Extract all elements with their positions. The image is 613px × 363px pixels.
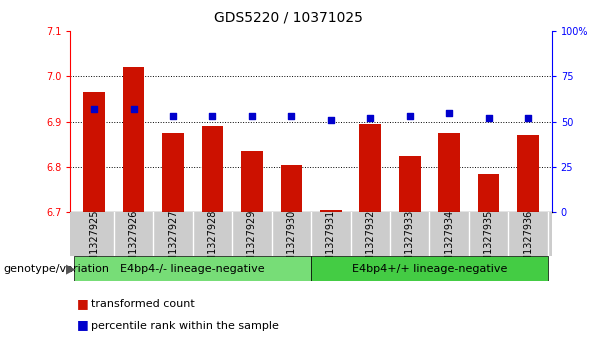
Text: transformed count: transformed count	[91, 299, 194, 309]
Text: ■: ■	[77, 318, 88, 331]
Bar	[517, 135, 539, 212]
FancyBboxPatch shape	[74, 256, 311, 281]
Text: ■: ■	[77, 297, 88, 310]
Point	[168, 113, 178, 119]
Text: E4bp4-/- lineage-negative: E4bp4-/- lineage-negative	[121, 264, 265, 274]
Bar	[83, 92, 105, 212]
Text: GDS5220 / 10371025: GDS5220 / 10371025	[214, 11, 362, 25]
Point	[444, 110, 454, 115]
Bar	[478, 174, 500, 212]
Bar	[320, 210, 341, 212]
Bar	[399, 156, 421, 212]
Text: percentile rank within the sample: percentile rank within the sample	[91, 321, 278, 331]
Point	[247, 113, 257, 119]
Text: ▶: ▶	[66, 263, 76, 276]
Text: genotype/variation: genotype/variation	[3, 264, 109, 274]
Bar	[281, 165, 302, 212]
Point	[129, 106, 139, 112]
Bar	[359, 124, 381, 212]
Point	[484, 115, 493, 121]
Point	[365, 115, 375, 121]
Bar	[438, 133, 460, 212]
Point	[326, 117, 336, 123]
FancyBboxPatch shape	[311, 256, 548, 281]
Point	[286, 113, 296, 119]
Bar	[241, 151, 263, 212]
Text: E4bp4+/+ lineage-negative: E4bp4+/+ lineage-negative	[352, 264, 507, 274]
Point	[523, 115, 533, 121]
Bar	[202, 126, 223, 212]
Bar	[123, 67, 145, 212]
Bar	[162, 133, 184, 212]
Point	[208, 113, 218, 119]
Point	[89, 106, 99, 112]
Point	[405, 113, 414, 119]
